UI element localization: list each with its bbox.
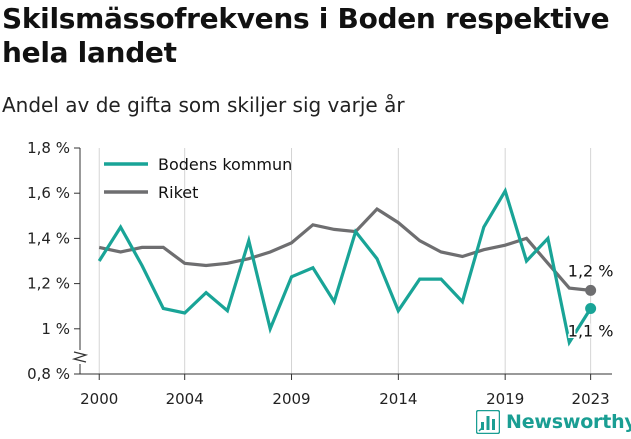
x-tick-label: 2023 bbox=[572, 390, 610, 408]
y-tick-label: 1,8 % bbox=[27, 139, 70, 157]
legend-label: Bodens kommun bbox=[158, 155, 292, 174]
legend: Bodens kommun Riket bbox=[104, 155, 292, 202]
brand-name: Newsworthy bbox=[506, 411, 631, 433]
series-lines bbox=[97, 186, 597, 347]
axes bbox=[71, 147, 612, 380]
grid-lines bbox=[98, 148, 592, 374]
bar-chart-icon bbox=[476, 410, 500, 434]
series-line-riket bbox=[98, 206, 591, 292]
legend-label: Riket bbox=[158, 183, 198, 202]
series-end-point-bodens-kommun bbox=[585, 302, 597, 314]
y-tick-label: 1 % bbox=[41, 320, 70, 338]
y-tick-label: 1,4 % bbox=[27, 229, 70, 247]
axis-break-icon bbox=[71, 351, 89, 363]
series-end-point-riket bbox=[585, 284, 597, 296]
x-tick-label: 2019 bbox=[486, 390, 524, 408]
x-tick-label: 2009 bbox=[272, 390, 310, 408]
newsworthy-logo[interactable]: Newsworthy bbox=[476, 408, 631, 436]
x-tick-label: 2000 bbox=[80, 390, 118, 408]
y-tick-label: 1,6 % bbox=[27, 184, 70, 202]
data-label-end: 1,2 % bbox=[568, 261, 614, 280]
chart-title: Skilsmässofrekvens i Boden respektive he… bbox=[2, 2, 610, 69]
x-tick-label: 2014 bbox=[379, 390, 417, 408]
y-tick-label: 1,2 % bbox=[27, 275, 70, 293]
y-tick-label: 0,8 % bbox=[27, 365, 70, 383]
data-label-end: 1,1 % bbox=[568, 321, 614, 340]
tick-labels: 0,8 % 1 % 1,2 % 1,4 % 1,6 % 1,8 % 2000 2004 2009… bbox=[27, 139, 615, 408]
x-tick-label: 2004 bbox=[166, 390, 204, 408]
chart-subtitle: Andel av de gifta som skiljer sig varje … bbox=[2, 93, 405, 117]
series-line-bodens-kommun bbox=[97, 186, 592, 347]
